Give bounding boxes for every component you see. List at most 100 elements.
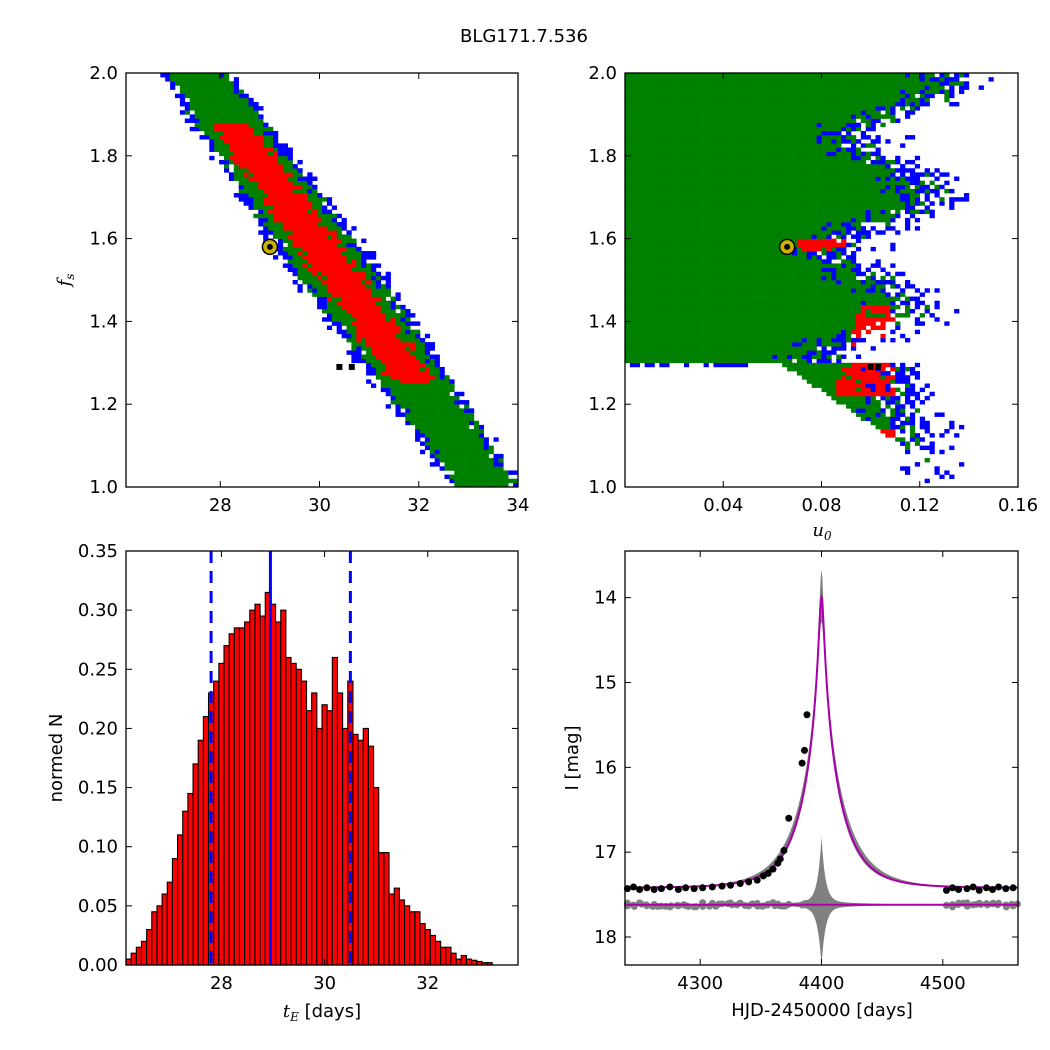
u0-fs-cell (708, 205, 714, 210)
u0-fs-cell (811, 313, 817, 318)
u0-fs-cell (836, 130, 842, 136)
u0-fs-cell (796, 354, 803, 359)
tE-fs-cell (361, 342, 367, 347)
u0-fs-cell (708, 130, 714, 136)
u0-fs-cell (718, 230, 724, 235)
u0-fs-cell (777, 164, 783, 169)
u0-fs-cell (728, 176, 734, 181)
u0-fs-cell (875, 259, 881, 264)
u0-fs-cell (625, 151, 631, 157)
u0-fs-cell (669, 201, 675, 206)
u0-fs-cell (914, 362, 921, 368)
u0-fs-cell (737, 226, 744, 231)
u0-fs-cell (698, 130, 704, 136)
u0-fs-cell (644, 188, 650, 194)
u0-fs-cell (634, 168, 641, 173)
u0-fs-cell (816, 337, 822, 343)
u0-fs-cell (723, 197, 729, 202)
u0-fs-cell (787, 271, 793, 277)
u0-fs-cell (688, 168, 695, 173)
u0-fs-cell (772, 230, 778, 235)
tE-fs-cell (307, 255, 313, 260)
u0-fs-cell (747, 209, 754, 215)
u0-fs-cell (846, 197, 852, 202)
u0-fs-cell (728, 188, 734, 194)
u0-fs-cell (836, 143, 842, 148)
u0-fs-cell (718, 176, 724, 181)
u0-fs-cell (860, 230, 867, 235)
u0-fs-cell (767, 300, 773, 306)
u0-fs-cell (792, 184, 798, 190)
u0-fs-cell (649, 362, 655, 368)
u0-fs-cell (757, 180, 763, 186)
u0-fs-cell (752, 313, 758, 318)
tE-fs-cell (346, 288, 352, 293)
tE-fs-cell (317, 234, 323, 239)
u0-fs-cell (723, 159, 729, 165)
u0-fs-cell (787, 139, 793, 144)
tE-fs-cell (420, 342, 426, 347)
tE-fs-cell (228, 130, 235, 136)
u0-fs-cell (909, 420, 916, 426)
tE-fs-cell (307, 213, 313, 219)
u0-fs-cell (664, 176, 670, 181)
tE-fs-cell (429, 420, 435, 426)
u0-fs-cell (664, 209, 670, 215)
tE-fs-x-tick-label: 28 (209, 495, 232, 516)
u0-fs-cell (821, 151, 827, 157)
tE-fs-cell (209, 81, 215, 86)
u0-fs-cell (850, 404, 857, 409)
u0-fs-cell (782, 271, 788, 277)
u0-fs-cell (846, 375, 852, 380)
u0-fs-cell (659, 246, 665, 252)
tE-fs-cell (219, 122, 225, 128)
tE-fs-cell (263, 135, 269, 140)
u0-fs-cell (880, 176, 886, 181)
u0-fs-cell (649, 176, 655, 181)
u0-fs-cell (737, 321, 744, 326)
tE-fs-cell (307, 176, 313, 181)
tE-fs-cell (351, 271, 357, 277)
u0-fs-cell (679, 313, 685, 318)
u0-fs-cell (649, 209, 655, 215)
u0-fs-cell (826, 155, 832, 161)
u0-fs-cell (733, 176, 739, 181)
tE-fs-cell (273, 209, 279, 215)
u0-fs-cell (762, 180, 768, 186)
u0-fs-cell (836, 222, 842, 227)
tE-fs-cell (415, 346, 421, 351)
u0-fs-cell (787, 300, 793, 306)
u0-fs-cell (831, 184, 837, 190)
u0-fs-cell (865, 395, 871, 401)
u0-fs-cell (654, 180, 660, 186)
tE-fs-cell (415, 400, 421, 405)
u0-fs-cell (880, 284, 886, 289)
u0-fs-cell (850, 151, 857, 157)
tE-fs-cell (336, 325, 342, 330)
u0-fs-cell (865, 275, 871, 281)
u0-fs-cell (865, 284, 871, 289)
u0-fs-cell (787, 308, 793, 314)
u0-fs-cell (747, 321, 754, 326)
tE-fs-cell (312, 234, 318, 239)
u0-fs-cell (821, 155, 827, 161)
u0-fs-cell (885, 375, 891, 380)
tE-fs-cell (224, 118, 230, 123)
u0-fs-cell (757, 222, 763, 227)
u0-fs-cell (634, 296, 641, 301)
u0-fs-cell (664, 284, 670, 289)
tE-fs-cell (390, 395, 396, 401)
tE-fs-cell (371, 251, 377, 256)
u0-fs-cell (708, 275, 714, 281)
u0-fs-cell (679, 197, 685, 202)
u0-fs-cell (772, 180, 778, 186)
tE-fs-cell (351, 280, 357, 285)
tE-fs-cell (434, 445, 440, 451)
u0-fs-cell (693, 267, 699, 273)
u0-fs-cell (683, 180, 690, 186)
u0-fs-cell (757, 217, 763, 223)
u0-fs-cell (821, 197, 827, 202)
u0-fs-cell (728, 147, 734, 152)
tE-fs-cell (415, 420, 421, 426)
u0-fs-cell (703, 213, 709, 219)
